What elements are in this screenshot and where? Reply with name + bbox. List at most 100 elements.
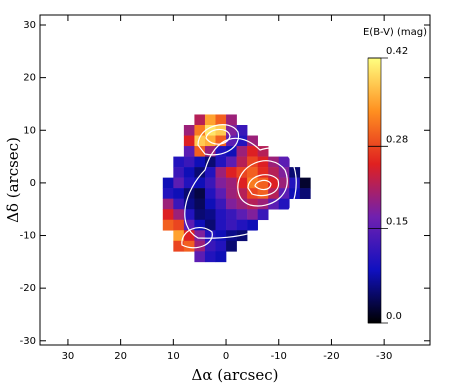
heatmap-cell bbox=[204, 198, 216, 210]
heatmap-cell bbox=[215, 230, 227, 242]
heatmap-cell bbox=[226, 240, 237, 252]
heatmap-cell bbox=[194, 114, 206, 126]
heatmap-cell bbox=[278, 156, 290, 168]
heatmap-cell bbox=[194, 188, 206, 199]
heatmap-cell bbox=[215, 177, 227, 189]
x-tick-label: 30 bbox=[62, 351, 75, 362]
heatmap-cell bbox=[236, 156, 248, 168]
heatmap-cell bbox=[194, 125, 206, 136]
heatmap-cell bbox=[247, 209, 258, 221]
heatmap-cell bbox=[204, 125, 216, 136]
heatmap-cell bbox=[257, 156, 269, 168]
y-tick-label: -30 bbox=[20, 336, 36, 347]
heatmap-cell bbox=[247, 219, 258, 231]
heatmap-cell bbox=[236, 188, 248, 199]
plot-frame bbox=[39, 14, 431, 346]
heatmap-cell bbox=[204, 209, 216, 221]
heatmap-cell bbox=[268, 188, 280, 199]
heatmap-cell bbox=[299, 188, 311, 199]
heatmap-cell bbox=[215, 198, 227, 210]
heatmap-cell bbox=[162, 177, 174, 189]
heatmap-cell bbox=[268, 177, 280, 189]
heatmap-cell bbox=[194, 135, 206, 147]
heatmap-cell bbox=[278, 167, 290, 178]
heatmap-cell bbox=[194, 219, 206, 231]
heatmap-cell bbox=[173, 156, 185, 168]
heatmap-cell bbox=[215, 146, 227, 157]
colorbar bbox=[367, 57, 382, 324]
heatmap-cell bbox=[183, 146, 195, 157]
heatmap-cell bbox=[173, 188, 185, 199]
x-axis-label: Δα (arcsec) bbox=[192, 366, 279, 384]
heatmap-cell bbox=[289, 167, 301, 178]
heatmap-cell bbox=[204, 135, 216, 147]
heatmap-cell bbox=[226, 177, 237, 189]
heatmap-cell bbox=[183, 240, 195, 252]
x-tick-label: 10 bbox=[167, 351, 180, 362]
contour bbox=[197, 124, 240, 156]
x-tick-label: -30 bbox=[376, 351, 392, 362]
heatmap-cell bbox=[247, 135, 258, 147]
heatmap-cell bbox=[183, 198, 195, 210]
heatmap-cell bbox=[247, 198, 258, 210]
heatmap-cell bbox=[226, 209, 237, 221]
heatmap-cell bbox=[194, 156, 206, 168]
heatmap-cell bbox=[236, 219, 248, 231]
heatmap-cell bbox=[194, 209, 206, 221]
heatmap-cell bbox=[194, 146, 206, 157]
heatmap-cell bbox=[236, 135, 248, 147]
heatmap-cell bbox=[247, 146, 258, 157]
x-tick-label: 20 bbox=[114, 351, 127, 362]
heatmap-cell bbox=[173, 177, 185, 189]
heatmap-cell bbox=[194, 240, 206, 252]
heatmap-cell bbox=[236, 209, 248, 221]
heatmap-cell bbox=[194, 177, 206, 189]
contour bbox=[247, 174, 280, 197]
heatmap-cell bbox=[173, 219, 185, 231]
heatmap-cell bbox=[257, 146, 269, 157]
heatmap-cell bbox=[226, 198, 237, 210]
heatmap-cell bbox=[226, 167, 237, 178]
heatmap-cell bbox=[215, 125, 227, 136]
heatmap-cell bbox=[236, 177, 248, 189]
heatmap-cell bbox=[183, 177, 195, 189]
y-tick-label: 0 bbox=[30, 178, 36, 189]
heatmap-cell bbox=[257, 209, 269, 221]
heatmap-cell bbox=[226, 114, 237, 126]
heatmap-cell bbox=[194, 251, 206, 263]
heatmap-cell bbox=[226, 146, 237, 157]
heatmap-cell bbox=[215, 219, 227, 231]
contour bbox=[184, 137, 297, 239]
y-axis-label: Δδ (arcsec) bbox=[4, 137, 22, 223]
heatmap-cell bbox=[268, 198, 280, 210]
heatmap-cell bbox=[194, 230, 206, 242]
y-tick-label: 30 bbox=[23, 20, 36, 31]
heatmap-cell bbox=[183, 125, 195, 136]
heatmap-cell bbox=[257, 188, 269, 199]
heatmap-cell bbox=[183, 230, 195, 242]
contour bbox=[181, 227, 213, 249]
heatmap-cell bbox=[236, 146, 248, 157]
contour bbox=[237, 160, 288, 207]
heatmap-cell bbox=[204, 240, 216, 252]
heatmap-cell bbox=[257, 177, 269, 189]
heatmap-cell bbox=[299, 177, 311, 189]
heatmap-cell bbox=[226, 230, 237, 242]
contours bbox=[181, 124, 297, 249]
heatmap-cell bbox=[194, 198, 206, 210]
heatmap-cell bbox=[183, 209, 195, 221]
heatmap-cell bbox=[173, 198, 185, 210]
colorbar-tick-label: 0.15 bbox=[386, 216, 408, 227]
heatmap-cell bbox=[204, 156, 216, 168]
heatmap-cell bbox=[257, 198, 269, 210]
heatmap-cell bbox=[268, 167, 280, 178]
heatmap-cell bbox=[204, 167, 216, 178]
heatmap-cell bbox=[173, 167, 185, 178]
heatmap-cell bbox=[173, 240, 185, 252]
heatmap-cell bbox=[278, 177, 290, 189]
heatmap-cell bbox=[215, 209, 227, 221]
heatmap-cell bbox=[215, 114, 227, 126]
heatmap-cell bbox=[162, 209, 174, 221]
contour bbox=[205, 128, 231, 145]
